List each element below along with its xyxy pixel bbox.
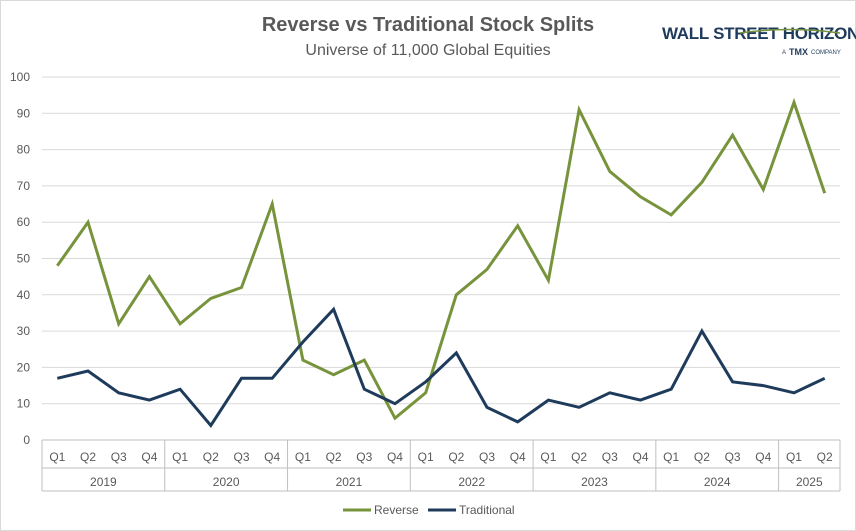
y-tick-label: 40 bbox=[17, 288, 31, 302]
year-label: 2023 bbox=[581, 475, 608, 489]
y-tick-label: 90 bbox=[17, 106, 31, 120]
logo-tagline-prefix: A bbox=[782, 50, 786, 56]
y-axis: 0 10 20 30 40 50 60 70 80 90 100 bbox=[10, 70, 30, 447]
legend-label-traditional: Traditional bbox=[459, 503, 515, 517]
x-tick-label: Q3 bbox=[602, 450, 618, 464]
x-tick-label: Q3 bbox=[233, 450, 249, 464]
chart-subtitle: Universe of 11,000 Global Equities bbox=[305, 42, 550, 59]
x-tick-label: Q2 bbox=[80, 450, 96, 464]
x-tick-label: Q4 bbox=[510, 450, 526, 464]
year-label: 2021 bbox=[336, 475, 363, 489]
x-tick-label: Q3 bbox=[479, 450, 495, 464]
x-tick-label: Q2 bbox=[817, 450, 833, 464]
x-tick-label: Q1 bbox=[786, 450, 802, 464]
series-line-traditional bbox=[56, 306, 826, 429]
y-tick-label: 50 bbox=[17, 252, 31, 266]
year-label: 2020 bbox=[213, 475, 240, 489]
series-lines bbox=[56, 97, 827, 429]
year-label: 2025 bbox=[796, 475, 823, 489]
x-tick-label: Q2 bbox=[326, 450, 342, 464]
logo-tmx: TMX bbox=[789, 47, 808, 57]
year-label: 2024 bbox=[704, 475, 731, 489]
x-tick-label: Q2 bbox=[203, 450, 219, 464]
gridlines bbox=[42, 76, 840, 405]
logo: WALL STREET HORIZON A TMX COMPANY bbox=[662, 24, 856, 57]
x-tick-label: Q3 bbox=[356, 450, 372, 464]
x-tick-label: Q1 bbox=[49, 450, 65, 464]
x-tick-label: Q4 bbox=[755, 450, 771, 464]
x-tick-label: Q3 bbox=[725, 450, 741, 464]
x-tick-label: Q4 bbox=[141, 450, 157, 464]
legend: Reverse Traditional bbox=[343, 503, 515, 517]
x-tick-label: Q1 bbox=[172, 450, 188, 464]
logo-name: WALL STREET HORIZON bbox=[662, 24, 856, 43]
year-label: 2019 bbox=[90, 475, 117, 489]
x-tick-label: Q4 bbox=[264, 450, 280, 464]
x-tick-label: Q2 bbox=[694, 450, 710, 464]
x-tick-label: Q4 bbox=[632, 450, 648, 464]
y-tick-label: 80 bbox=[17, 143, 31, 157]
y-tick-label: 70 bbox=[17, 179, 31, 193]
x-tick-label: Q2 bbox=[448, 450, 464, 464]
chart-title: Reverse vs Traditional Stock Splits bbox=[262, 14, 594, 36]
y-tick-label: 60 bbox=[17, 215, 31, 229]
y-tick-label: 30 bbox=[17, 324, 31, 338]
logo-tagline-suffix: COMPANY bbox=[811, 50, 841, 56]
series-line-reverse bbox=[56, 97, 827, 421]
x-axis: Q1 Q2 Q3 Q4 Q1 Q2 Q3 Q4 Q1 Q2 Q3 Q4 Q1 Q2 Q3 Q4 Q1 Q2 Q3 Q4… bbox=[41, 439, 841, 492]
x-tick-label: Q4 bbox=[387, 450, 403, 464]
y-tick-label: 0 bbox=[23, 433, 30, 447]
x-tick-label: Q1 bbox=[418, 450, 434, 464]
y-tick-label: 10 bbox=[17, 397, 31, 411]
year-label: 2022 bbox=[458, 475, 485, 489]
x-tick-label: Q1 bbox=[295, 450, 311, 464]
x-tick-label: Q1 bbox=[540, 450, 556, 464]
x-tick-label: Q3 bbox=[111, 450, 127, 464]
legend-label-reverse: Reverse bbox=[374, 503, 419, 517]
x-tick-label: Q1 bbox=[663, 450, 679, 464]
logo-swoosh bbox=[739, 28, 841, 34]
y-tick-label: 20 bbox=[17, 360, 31, 374]
y-tick-label: 100 bbox=[10, 70, 30, 84]
x-tick-label: Q2 bbox=[571, 450, 587, 464]
